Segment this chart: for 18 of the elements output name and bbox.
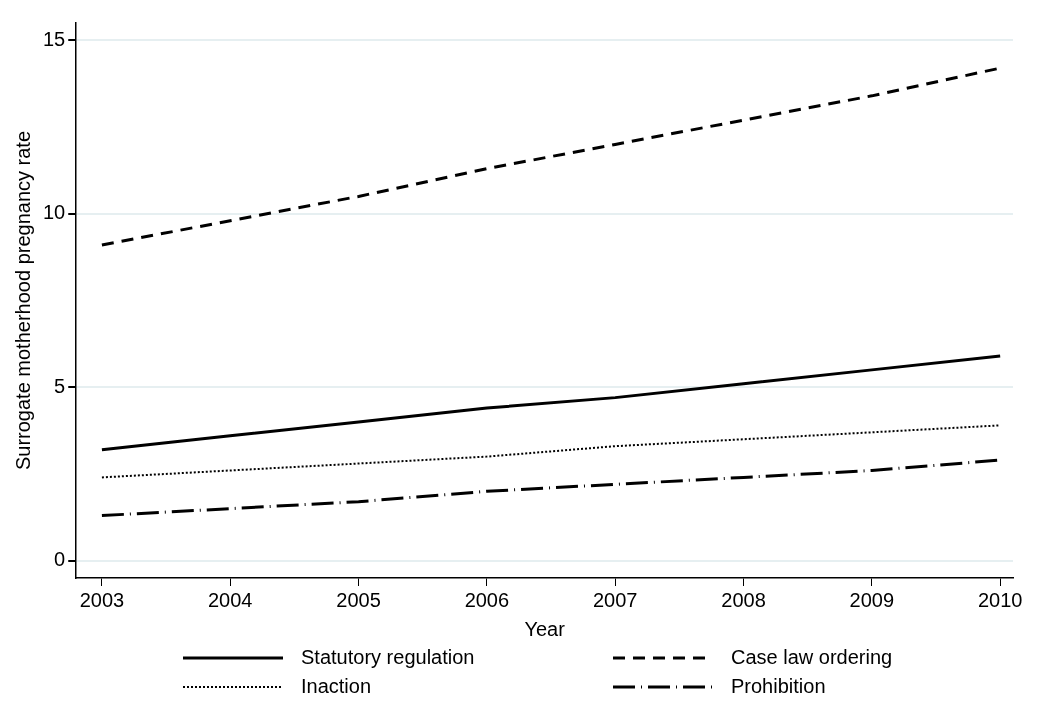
y-tick-label: 0 bbox=[54, 548, 66, 571]
x-tick-label: 2004 bbox=[207, 588, 253, 611]
x-tick-label: 2007 bbox=[592, 588, 638, 611]
legend-label: Inaction bbox=[301, 675, 372, 698]
x-tick-label: 2006 bbox=[464, 588, 510, 611]
legend-label: Case law ordering bbox=[731, 646, 893, 669]
legend-label: Statutory regulation bbox=[301, 646, 475, 669]
y-axis-title: Surrogate motherhood pregnancy rate bbox=[11, 130, 34, 471]
x-tick-label: 2010 bbox=[977, 588, 1023, 611]
x-tick-label: 2005 bbox=[336, 588, 381, 611]
y-tick-label: 15 bbox=[43, 27, 66, 50]
x-axis-title: Year bbox=[524, 617, 566, 640]
legend-label: Prohibition bbox=[731, 675, 826, 698]
y-tick-label: 5 bbox=[54, 374, 66, 397]
x-tick-label: 2003 bbox=[79, 588, 125, 611]
x-tick-label: 2008 bbox=[721, 588, 766, 611]
y-tick-label: 10 bbox=[43, 201, 66, 224]
x-tick-label: 2009 bbox=[849, 588, 895, 611]
